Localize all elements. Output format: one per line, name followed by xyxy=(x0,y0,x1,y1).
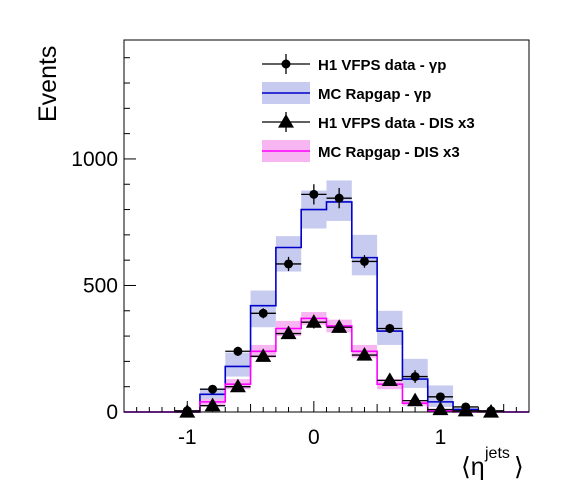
data-point-triangle xyxy=(229,378,246,393)
data-point-circle xyxy=(410,372,420,382)
data-point-circle xyxy=(385,323,395,333)
data-point-circle xyxy=(233,346,243,356)
y-tick-label: 500 xyxy=(83,274,118,297)
y-tick-label: 0 xyxy=(106,401,118,424)
legend-marker-circle xyxy=(281,59,291,69)
x-axis-title-main: ⟨η xyxy=(461,453,485,481)
x-axis-title-superscript: jets xyxy=(484,445,510,462)
mc-band-bin xyxy=(225,352,251,377)
data-point-triangle xyxy=(356,347,373,361)
legend-entry-label: H1 VFPS data - γp xyxy=(318,57,446,74)
data-point-triangle xyxy=(305,314,322,328)
legend-entry-label: MC Rapgap - DIS x3 xyxy=(318,144,460,161)
data-point-triangle xyxy=(204,397,221,412)
x-axis-title: ⟨η jets ⟩ xyxy=(461,445,524,481)
data-point-triangle xyxy=(331,319,348,333)
data-point-triangle xyxy=(255,348,272,362)
x-tick-label: 0 xyxy=(308,426,320,449)
x-axis-title-close: ⟩ xyxy=(514,453,524,481)
x-tick-label: -1 xyxy=(178,426,197,449)
data-point-circle xyxy=(359,256,369,266)
y-tick-label: 1000 xyxy=(71,148,118,171)
x-tick-label: 1 xyxy=(435,426,447,449)
data-point-triangle xyxy=(407,392,424,407)
axes: -1 0 1 0 500 1000 xyxy=(71,57,530,449)
legend-entry-label: MC Rapgap - γp xyxy=(318,86,431,103)
mc-histogram-line xyxy=(124,201,529,413)
legend-entry-label: H1 VFPS data - DIS x3 xyxy=(318,115,475,132)
data-point-circle xyxy=(258,308,268,318)
legend: H1 VFPS data - γp MC Rapgap - γp H1 VFPS d… xyxy=(262,54,475,162)
mc-histogram-line xyxy=(124,317,529,413)
data-point-circle xyxy=(309,189,319,199)
data-point-circle xyxy=(208,384,218,394)
y-axis-title: Events xyxy=(34,46,62,122)
data-point-circle xyxy=(435,392,445,402)
data-point-circle xyxy=(334,193,344,203)
data-point-circle xyxy=(284,259,294,269)
mc-histograms xyxy=(124,201,529,413)
data-point-triangle xyxy=(381,372,398,386)
legend-marker-triangle xyxy=(278,114,294,128)
data-point-triangle xyxy=(280,325,297,340)
